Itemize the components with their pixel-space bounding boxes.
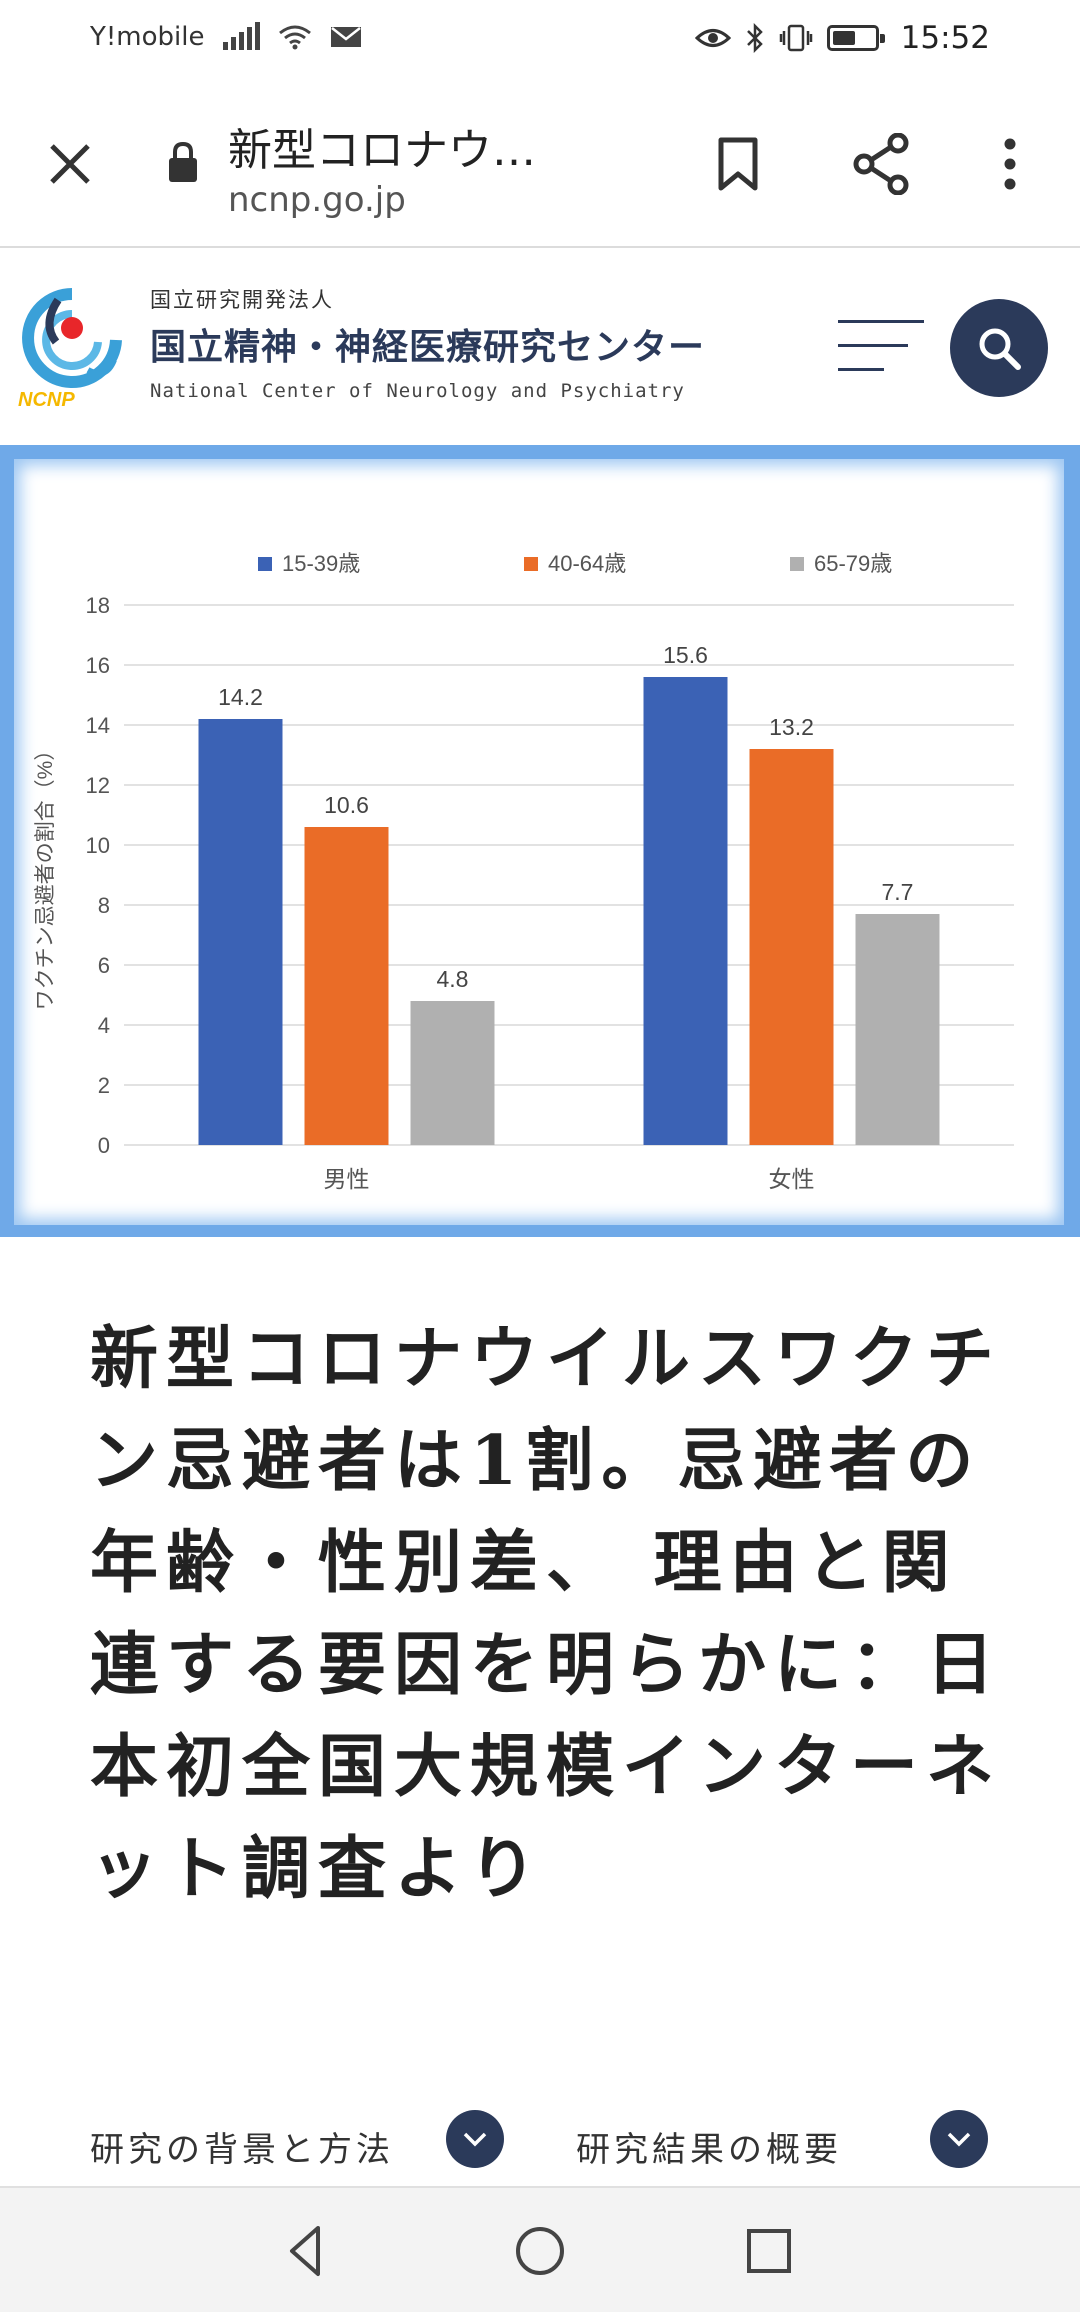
lock-icon [169,141,197,182]
chevron-down-icon [947,2132,971,2147]
org-name[interactable]: 国立精神・神経医療研究センター [150,327,706,368]
org-name-en: National Center of Neurology and Psychia… [150,380,685,402]
data-label: 15.6 [663,642,708,668]
hero-image: 0 2 4 6 8 10 12 14 16 18 ワクチン忌避者の割合（%） 15-39歳 40-64歳… [0,445,1080,1237]
vibrate-icon [779,24,812,52]
search-button[interactable] [950,299,1048,397]
x-category-label: 女性 [769,1166,815,1192]
url-text[interactable]: ncnp.go.jp [228,180,406,220]
y-tick-label: 0 [98,1133,110,1158]
y-tick-label: 8 [98,893,110,918]
legend-swatch [790,557,804,571]
y-tick-label: 6 [98,953,110,978]
vaccine-hesitancy-bar-chart: 0 2 4 6 8 10 12 14 16 18 ワクチン忌避者の割合（%） 15-39歳 40-64歳… [34,551,1014,1192]
legend-label: 15-39歳 [282,551,360,576]
y-tick-label: 12 [86,773,110,798]
logo-text: NCNP [18,389,75,410]
section-link-label: 研究の背景と方法 [90,2130,394,2170]
y-tick-label: 18 [86,593,110,618]
y-tick-label: 16 [86,653,110,678]
bar [643,677,728,1145]
y-axis-label: ワクチン忌避者の割合（%） [34,740,57,1011]
data-label: 13.2 [769,714,814,740]
article-title: 新型コロナウイルスワクチン忌避者は1割。忌避者の年齢・性別差、 理由と関連する要… [90,1319,1003,1909]
chart-container: 0 2 4 6 8 10 12 14 16 18 ワクチン忌避者の割合（%） 15-39歳 40-64歳… [14,459,1064,1225]
more-button[interactable] [978,132,1042,196]
bookmark-button[interactable] [706,132,770,196]
section-link-label: 研究結果の概要 [576,2130,842,2170]
back-icon[interactable] [274,2218,340,2284]
bar [304,827,389,1145]
x-category-label: 男性 [324,1166,370,1192]
bar [198,719,283,1145]
section-toggle-background[interactable] [446,2110,504,2168]
carrier-label: Y!mobile [90,22,205,52]
bar [855,914,940,1145]
bar [410,1001,495,1145]
ncnp-logo-icon[interactable]: NCNP [18,280,126,410]
close-icon[interactable] [40,134,100,194]
data-label: 14.2 [218,684,263,710]
org-kicker: 国立研究開発法人 [150,288,334,312]
status-right: 15:52 [694,20,990,56]
browser-toolbar: 新型コロナウ… ncnp.go.jp [0,84,1080,248]
section-link-results[interactable]: 研究結果の概要 [576,2122,842,2171]
y-tick-label: 14 [86,713,110,738]
y-tick-label: 10 [86,833,110,858]
bookmark-icon [718,137,758,191]
legend-swatch [258,557,272,571]
clock: 15:52 [900,20,990,56]
wifi-icon [278,25,311,50]
status-left: Y!mobile [90,22,362,52]
signal-icon [222,22,260,50]
more-vert-icon [1004,138,1016,190]
bluetooth-icon [746,23,763,53]
menu-icon[interactable] [838,312,924,382]
system-nav-bar [0,2186,1080,2312]
data-label: 4.8 [437,966,469,992]
y-tick-label: 4 [98,1013,110,1038]
search-icon [979,328,1021,370]
chevron-down-icon [463,2132,487,2147]
status-bar: Y!mobile 15:52 [0,0,1080,84]
eye-icon [694,29,731,47]
section-toggle-results[interactable] [930,2110,988,2168]
section-link-background[interactable]: 研究の背景と方法 [90,2122,394,2171]
mail-icon [330,27,361,47]
home-icon[interactable] [507,2218,573,2284]
legend-label: 65-79歳 [814,551,892,576]
data-label: 7.7 [882,879,914,905]
bar [749,749,834,1145]
battery-icon [826,25,885,51]
site-header: NCNP 国立研究開発法人 国立精神・神経医療研究センター National C… [0,250,1080,445]
legend-label: 40-64歳 [548,551,626,576]
share-button[interactable] [850,132,914,196]
legend-swatch [524,557,538,571]
recents-icon[interactable] [736,2218,802,2284]
page-title[interactable]: 新型コロナウ… [228,125,536,176]
share-icon [853,133,909,195]
data-label: 10.6 [324,792,369,818]
y-tick-label: 2 [98,1073,110,1098]
